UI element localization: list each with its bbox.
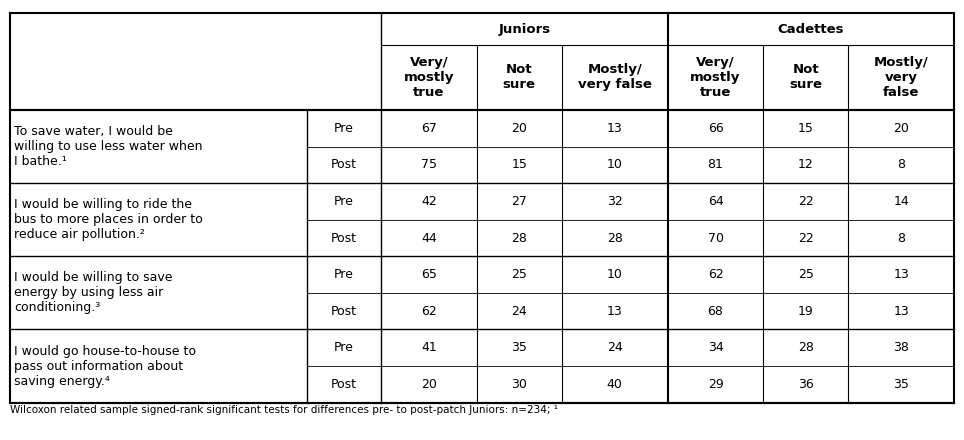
- Text: Pre: Pre: [335, 195, 354, 208]
- Text: Juniors: Juniors: [498, 22, 550, 36]
- Text: 15: 15: [798, 122, 814, 135]
- Text: Mostly/
very false: Mostly/ very false: [577, 63, 652, 92]
- Text: 14: 14: [894, 195, 909, 208]
- Text: 8: 8: [897, 158, 905, 171]
- Text: Wilcoxon related sample signed-rank significant tests for differences pre- to po: Wilcoxon related sample signed-rank sign…: [10, 405, 557, 415]
- Text: 40: 40: [606, 378, 623, 391]
- Text: 10: 10: [606, 158, 623, 171]
- Text: 68: 68: [708, 304, 723, 318]
- Text: 30: 30: [511, 378, 527, 391]
- Text: 70: 70: [708, 231, 724, 245]
- Text: 29: 29: [708, 378, 723, 391]
- Text: 32: 32: [606, 195, 623, 208]
- Text: 13: 13: [894, 304, 909, 318]
- Text: 15: 15: [511, 158, 527, 171]
- Text: 20: 20: [421, 378, 437, 391]
- Text: 13: 13: [894, 268, 909, 281]
- Text: Very/
mostly
true: Very/ mostly true: [690, 56, 740, 99]
- Text: 28: 28: [511, 231, 527, 245]
- Text: 12: 12: [798, 158, 814, 171]
- Text: 64: 64: [708, 195, 723, 208]
- Text: 22: 22: [798, 195, 814, 208]
- Text: Not
sure: Not sure: [502, 63, 536, 92]
- Text: 75: 75: [421, 158, 437, 171]
- Text: 28: 28: [798, 341, 814, 354]
- Text: 65: 65: [421, 268, 437, 281]
- Text: 34: 34: [708, 341, 723, 354]
- Text: 25: 25: [798, 268, 814, 281]
- Text: 22: 22: [798, 231, 814, 245]
- Text: 44: 44: [421, 231, 437, 245]
- Text: Pre: Pre: [335, 268, 354, 281]
- Text: 38: 38: [894, 341, 909, 354]
- Text: To save water, I would be
willing to use less water when
I bathe.¹: To save water, I would be willing to use…: [14, 125, 203, 168]
- Text: 62: 62: [421, 304, 437, 318]
- Text: 20: 20: [511, 122, 527, 135]
- Text: Post: Post: [331, 231, 357, 245]
- Text: 35: 35: [511, 341, 527, 354]
- Text: 24: 24: [511, 304, 527, 318]
- Text: 35: 35: [894, 378, 909, 391]
- Text: Very/
mostly
true: Very/ mostly true: [404, 56, 454, 99]
- Text: 81: 81: [708, 158, 723, 171]
- Text: Post: Post: [331, 378, 357, 391]
- Text: 19: 19: [798, 304, 814, 318]
- Text: Post: Post: [331, 158, 357, 171]
- Text: 20: 20: [894, 122, 909, 135]
- Text: Pre: Pre: [335, 122, 354, 135]
- Text: 8: 8: [897, 231, 905, 245]
- Text: Mostly/
very
false: Mostly/ very false: [874, 56, 928, 99]
- Text: I would be willing to ride the
bus to more places in order to
reduce air polluti: I would be willing to ride the bus to mo…: [14, 198, 203, 241]
- Text: I would be willing to save
energy by using less air
conditioning.³: I would be willing to save energy by usi…: [14, 271, 173, 314]
- Text: Cadettes: Cadettes: [778, 22, 844, 36]
- Text: I would go house-to-house to
pass out information about
saving energy.⁴: I would go house-to-house to pass out in…: [14, 345, 197, 388]
- Text: 28: 28: [606, 231, 623, 245]
- Text: 24: 24: [606, 341, 623, 354]
- Text: Pre: Pre: [335, 341, 354, 354]
- Text: 25: 25: [511, 268, 527, 281]
- Text: 67: 67: [421, 122, 437, 135]
- Text: 62: 62: [708, 268, 723, 281]
- Text: 13: 13: [606, 122, 623, 135]
- Text: 27: 27: [511, 195, 527, 208]
- Text: Not
sure: Not sure: [790, 63, 822, 92]
- Text: 13: 13: [606, 304, 623, 318]
- Text: 66: 66: [708, 122, 723, 135]
- Text: 42: 42: [421, 195, 437, 208]
- Text: Post: Post: [331, 304, 357, 318]
- Text: 10: 10: [606, 268, 623, 281]
- Text: 41: 41: [421, 341, 437, 354]
- Text: 36: 36: [798, 378, 814, 391]
